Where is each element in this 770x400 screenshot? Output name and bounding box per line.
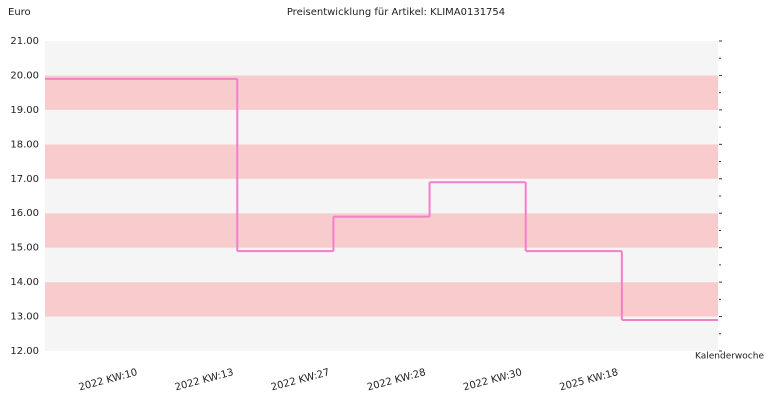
x-tick-label: 2022 KW:10 [78, 367, 139, 393]
y-tick-label: 12.00 [10, 346, 39, 357]
x-tick-label: 2022 KW:30 [462, 367, 523, 393]
band [45, 247, 718, 283]
chart-title: Preisentwicklung für Artikel: KLIMA01317… [287, 7, 505, 18]
y-tick-label: 15.00 [10, 243, 39, 254]
y-tick-label: 13.00 [10, 312, 39, 323]
x-tick-label: 2022 KW:28 [366, 367, 427, 393]
y-tick-label: 21.00 [10, 36, 39, 47]
band [45, 178, 718, 214]
band [45, 75, 718, 110]
x-tick-label: 2025 KW:18 [558, 367, 619, 393]
band [45, 144, 718, 179]
y-tick-label: 17.00 [10, 174, 39, 185]
x-tick-label: 2022 KW:27 [270, 367, 331, 393]
band [45, 213, 718, 248]
band [45, 109, 718, 145]
x-tick-label: 2022 KW:13 [174, 367, 235, 393]
band [45, 316, 718, 351]
y-axis-label: Euro [8, 7, 31, 18]
y-tick-label: 20.00 [10, 70, 39, 81]
y-tick-label: 18.00 [10, 139, 39, 150]
band [45, 282, 718, 317]
band [45, 41, 718, 76]
y-tick-label: 14.00 [10, 277, 39, 288]
y-tick-label: 19.00 [10, 105, 39, 116]
x-axis-label: Kalenderwoche [695, 352, 764, 362]
y-tick-label: 16.00 [10, 208, 39, 219]
